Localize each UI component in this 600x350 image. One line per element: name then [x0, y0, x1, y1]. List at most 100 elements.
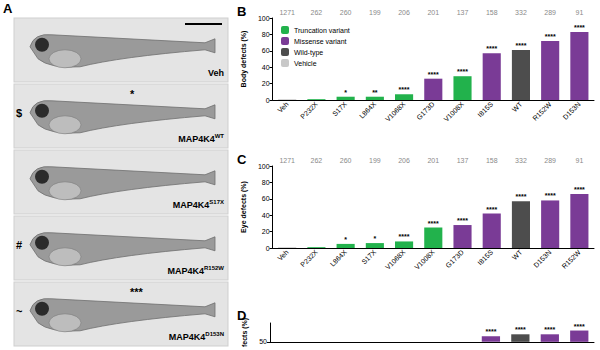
svg-text:1271: 1271 — [279, 9, 295, 16]
svg-text:MAP4K4D153N: MAP4K4D153N — [169, 331, 224, 342]
svg-text:A: A — [3, 1, 13, 16]
svg-text:fects (%): fects (%) — [241, 317, 248, 347]
svg-text:MAP4K4R152W: MAP4K4R152W — [167, 265, 224, 276]
svg-text:206: 206 — [398, 157, 410, 164]
svg-text:50: 50 — [259, 338, 267, 345]
svg-text:****: **** — [486, 45, 497, 52]
svg-text:****: **** — [457, 68, 468, 75]
svg-text:****: **** — [428, 71, 439, 78]
svg-text:****: **** — [485, 328, 496, 335]
svg-text:20: 20 — [262, 80, 270, 87]
svg-text:137: 137 — [457, 9, 469, 16]
svg-text:****: **** — [515, 193, 526, 200]
svg-text:L864X: L864X — [358, 100, 377, 119]
svg-text:20: 20 — [262, 228, 270, 235]
svg-text:158: 158 — [486, 9, 498, 16]
svg-text:201: 201 — [427, 157, 439, 164]
svg-text:$: $ — [16, 107, 22, 119]
svg-text:332: 332 — [515, 9, 527, 16]
svg-text:P232X: P232X — [299, 100, 319, 120]
svg-text:****: **** — [486, 206, 497, 213]
svg-text:R152W: R152W — [560, 248, 582, 270]
svg-text:262: 262 — [311, 157, 323, 164]
svg-text:V1068X: V1068X — [384, 100, 407, 123]
svg-text:80: 80 — [262, 31, 270, 38]
svg-text:**: ** — [372, 89, 378, 96]
svg-text:*: * — [373, 235, 376, 242]
svg-text:199: 199 — [369, 9, 381, 16]
svg-text:****: **** — [574, 186, 585, 193]
svg-text:260: 260 — [340, 9, 352, 16]
svg-text:Missense variant: Missense variant — [294, 38, 347, 45]
svg-text:****: **** — [428, 220, 439, 227]
svg-text:V1008X: V1008X — [413, 248, 436, 271]
svg-text:****: **** — [515, 42, 526, 49]
svg-text:100: 100 — [258, 15, 270, 22]
svg-text:V1008X: V1008X — [442, 100, 465, 123]
svg-text:332: 332 — [515, 157, 527, 164]
svg-text:40: 40 — [262, 212, 270, 219]
svg-text:*: * — [130, 88, 135, 100]
svg-text:Veh: Veh — [276, 100, 290, 114]
svg-text:0: 0 — [266, 97, 270, 104]
svg-text:~: ~ — [16, 305, 23, 317]
svg-text:C: C — [237, 152, 247, 167]
svg-text:Truncation variant: Truncation variant — [294, 27, 350, 34]
svg-text:Body defects (%): Body defects (%) — [240, 31, 248, 88]
svg-text:Veh: Veh — [208, 68, 224, 78]
svg-text:D: D — [237, 308, 246, 323]
svg-text:Eye defects (%): Eye defects (%) — [240, 181, 248, 233]
svg-text:201: 201 — [427, 9, 439, 16]
svg-text:****: **** — [545, 192, 556, 199]
svg-text:*: * — [344, 89, 347, 96]
svg-text:158: 158 — [486, 157, 498, 164]
svg-text:40: 40 — [262, 64, 270, 71]
svg-text:****: **** — [399, 86, 410, 93]
svg-text:MAP4K4WT: MAP4K4WT — [178, 133, 224, 144]
svg-text:WT: WT — [511, 248, 524, 261]
svg-text:Wild-type: Wild-type — [294, 49, 323, 57]
svg-text:262: 262 — [311, 9, 323, 16]
svg-text:0: 0 — [266, 245, 270, 252]
svg-text:L864X: L864X — [329, 248, 348, 267]
svg-text:****: **** — [574, 24, 585, 31]
svg-text:80: 80 — [262, 179, 270, 186]
svg-text:100: 100 — [258, 163, 270, 170]
svg-text:****: **** — [515, 326, 526, 333]
svg-text:V1068X: V1068X — [384, 248, 407, 271]
svg-text:G173D: G173D — [415, 101, 436, 122]
svg-text:S17X: S17X — [331, 100, 348, 117]
svg-text:D153N: D153N — [532, 249, 552, 269]
svg-text:289: 289 — [544, 157, 556, 164]
svg-text:Veh: Veh — [276, 248, 290, 262]
svg-text:I815S: I815S — [476, 248, 494, 266]
svg-text:60: 60 — [262, 47, 270, 54]
svg-text:91: 91 — [575, 9, 583, 16]
svg-text:1271: 1271 — [279, 157, 295, 164]
svg-text:I815S: I815S — [476, 100, 494, 118]
svg-text:*: * — [344, 236, 347, 243]
svg-text:206: 206 — [398, 9, 410, 16]
svg-text:137: 137 — [457, 157, 469, 164]
svg-text:***: *** — [130, 286, 144, 298]
svg-text:289: 289 — [544, 9, 556, 16]
svg-text:P232X: P232X — [299, 248, 319, 268]
svg-text:WT: WT — [511, 100, 524, 113]
svg-text:****: **** — [574, 323, 585, 330]
svg-text:G173D: G173D — [444, 249, 465, 270]
svg-text:****: **** — [545, 33, 556, 40]
svg-text:60: 60 — [262, 195, 270, 202]
svg-text:****: **** — [457, 217, 468, 224]
svg-text:B: B — [237, 4, 246, 19]
svg-text:R152W: R152W — [531, 100, 553, 122]
svg-text:Vehicle: Vehicle — [294, 60, 317, 67]
svg-text:S17X: S17X — [360, 248, 377, 265]
svg-text:MAP4K4S17X: MAP4K4S17X — [173, 199, 224, 210]
svg-text:91: 91 — [575, 157, 583, 164]
svg-text:199: 199 — [369, 157, 381, 164]
svg-text:D153N: D153N — [562, 101, 582, 121]
svg-text:260: 260 — [340, 157, 352, 164]
svg-text:****: **** — [544, 326, 555, 333]
svg-text:****: **** — [399, 233, 410, 240]
svg-text:#: # — [16, 239, 22, 251]
